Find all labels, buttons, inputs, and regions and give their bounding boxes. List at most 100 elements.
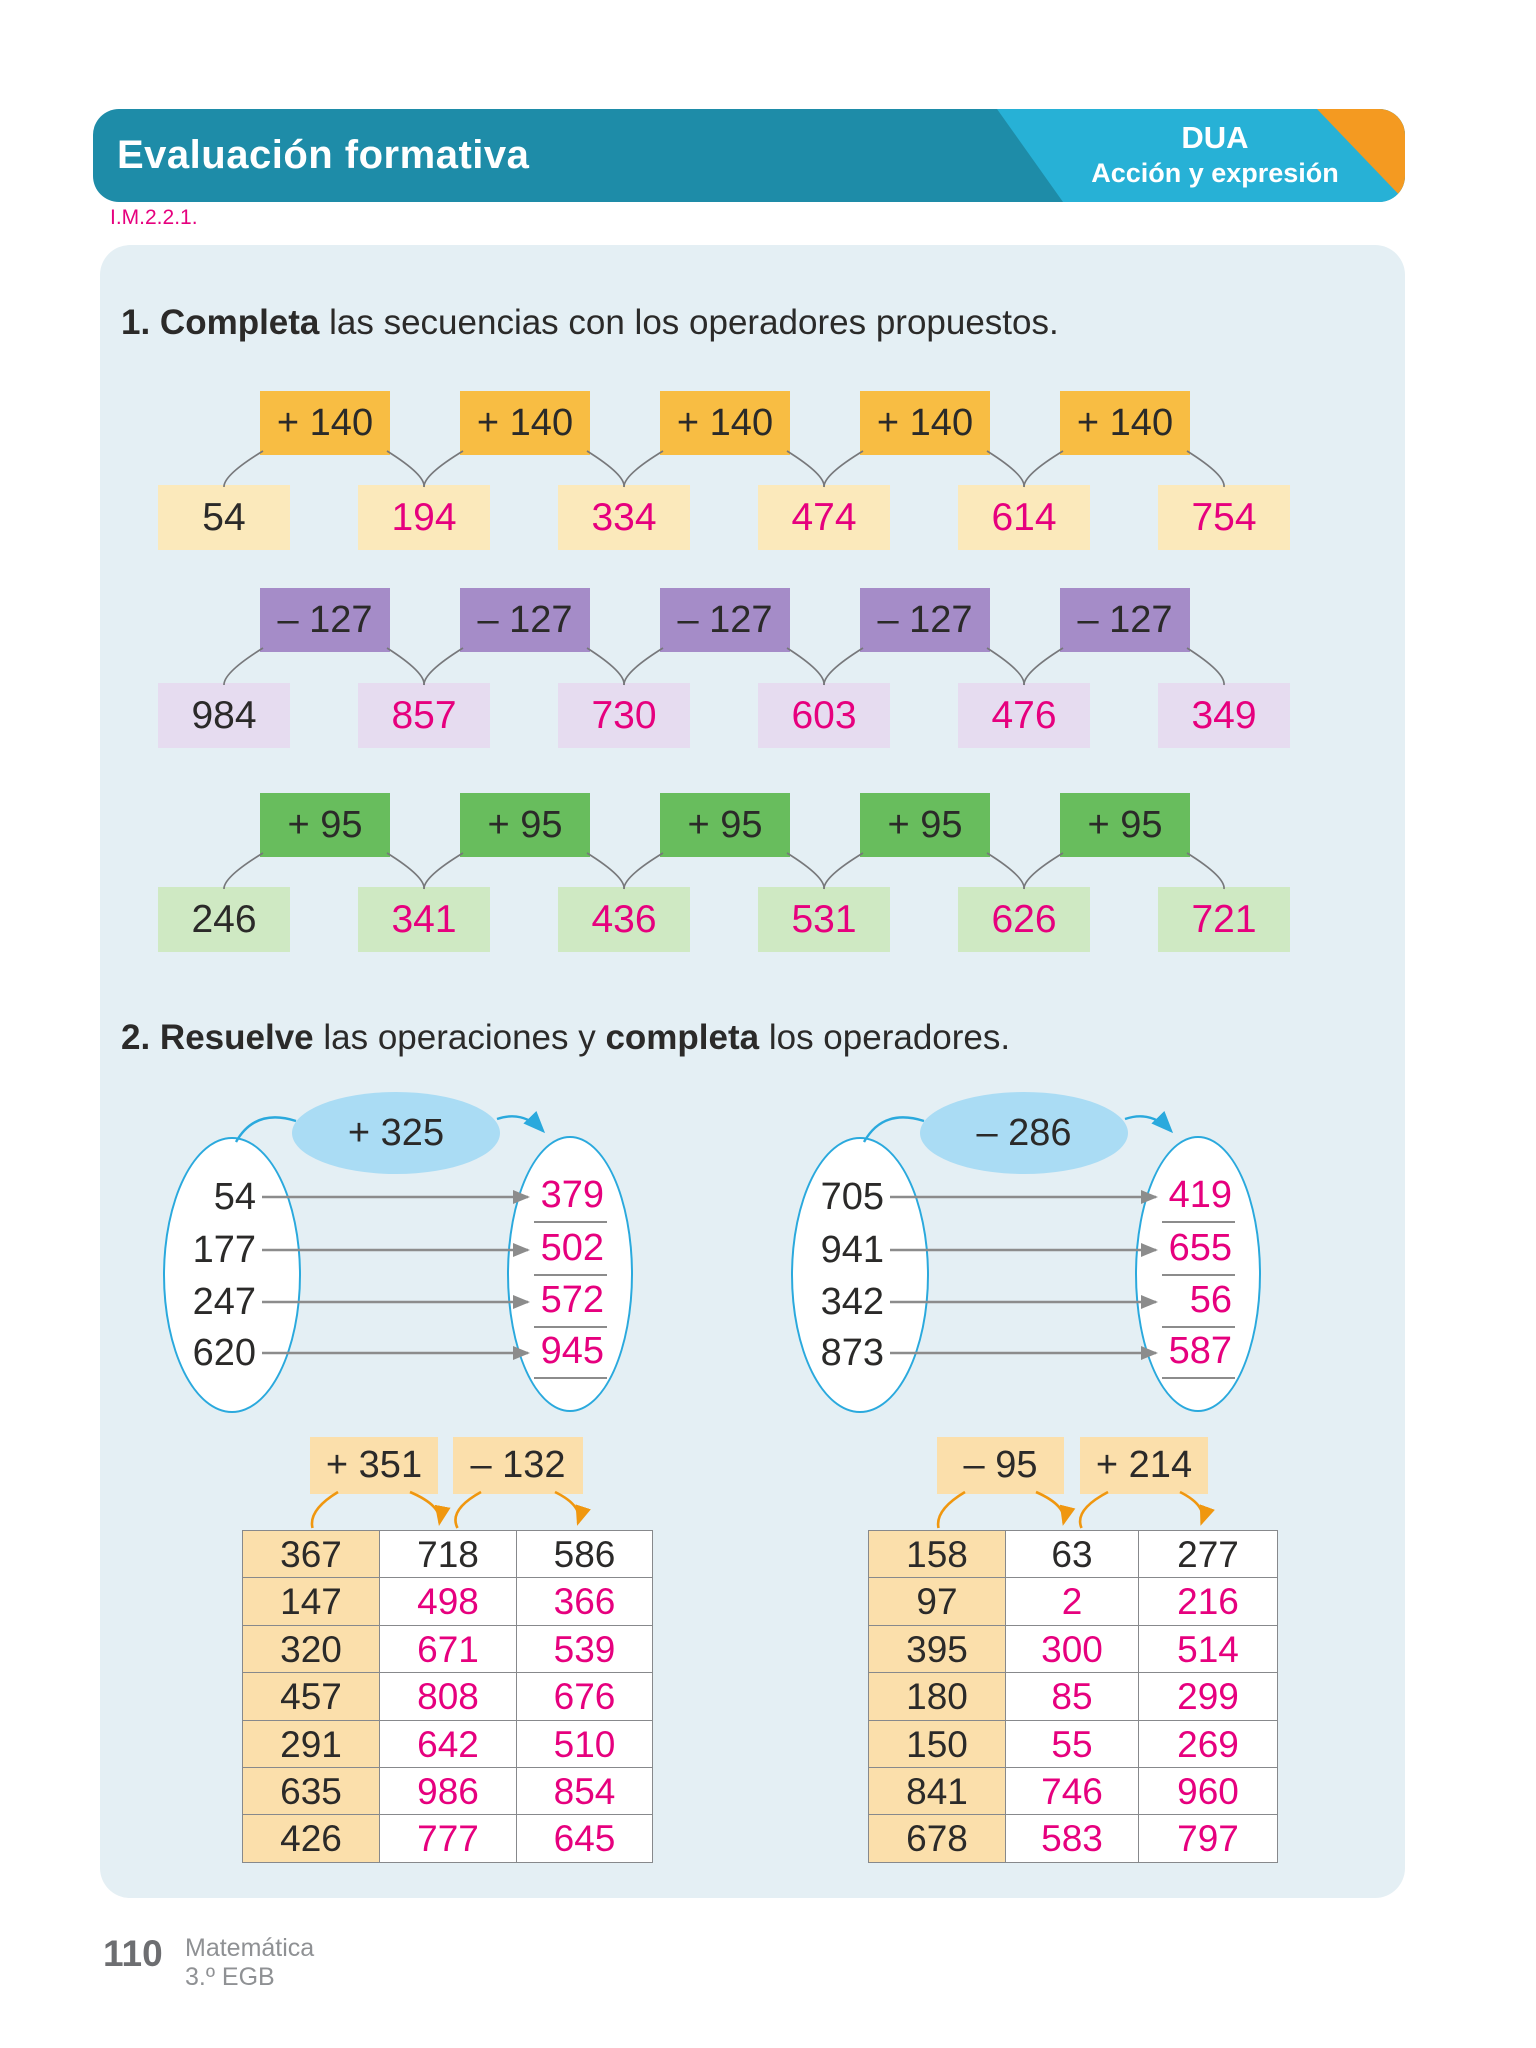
- table-answer-cell[interactable]: 797: [1138, 1814, 1278, 1863]
- operator-box: + 140: [860, 391, 990, 455]
- table-answer-cell[interactable]: 269: [1138, 1719, 1278, 1768]
- table-source-cell: 457: [242, 1672, 380, 1721]
- mapping-answer-field[interactable]: 945: [534, 1327, 607, 1379]
- mapping-input-value: 873: [820, 1332, 884, 1374]
- operator-box: + 95: [660, 793, 790, 857]
- sequence-start-box: 54: [158, 485, 290, 550]
- sequence-answer-box[interactable]: 341: [358, 887, 490, 952]
- mapping-input-value: 177: [192, 1229, 256, 1271]
- sequence-start-box: 246: [158, 887, 290, 952]
- table-source-cell: 320: [242, 1624, 380, 1674]
- footer-subject-line: Matemática: [185, 1934, 315, 1962]
- sequence-answer-box[interactable]: 194: [358, 485, 490, 550]
- header-banner: Evaluación formativa DUA Acción y expres…: [93, 109, 1405, 202]
- mapping-input-value: 941: [820, 1229, 884, 1271]
- table-source-cell: 678: [868, 1814, 1006, 1863]
- table-answer-cell[interactable]: 808: [379, 1672, 517, 1721]
- mapping-answer-field[interactable]: 56: [1162, 1276, 1235, 1328]
- table-source-cell: 97: [868, 1577, 1006, 1626]
- table-source-cell: 367: [242, 1530, 380, 1579]
- table-source-cell: 158: [868, 1530, 1006, 1579]
- curriculum-code: I.M.2.2.1.: [110, 206, 198, 229]
- sequence-answer-box[interactable]: 436: [558, 887, 690, 952]
- sequence-answer-box[interactable]: 474: [758, 485, 890, 550]
- operator-box: + 140: [460, 391, 590, 455]
- table-source-cell: 150: [868, 1719, 1006, 1768]
- table-answer-cell[interactable]: 216: [1138, 1577, 1278, 1626]
- table-operator-box: + 351: [310, 1437, 438, 1494]
- operator-box: – 127: [1060, 588, 1190, 652]
- table-answer-cell[interactable]: 498: [379, 1577, 517, 1626]
- mapping-answer-field[interactable]: 572: [534, 1276, 607, 1328]
- table-answer-cell[interactable]: 299: [1138, 1672, 1278, 1721]
- operator-box: + 95: [460, 793, 590, 857]
- table-source-cell: 841: [868, 1767, 1006, 1816]
- table-answer-cell[interactable]: 514: [1138, 1624, 1278, 1674]
- table-answer-cell[interactable]: 2: [1005, 1577, 1139, 1626]
- table-answer-cell[interactable]: 300: [1005, 1624, 1139, 1674]
- table-answer-cell[interactable]: 960: [1138, 1767, 1278, 1816]
- operator-box: – 127: [460, 588, 590, 652]
- table-answer-cell[interactable]: 85: [1005, 1672, 1139, 1721]
- operator-box: + 95: [1060, 793, 1190, 857]
- mapping-input-oval: [791, 1137, 929, 1413]
- table-source-cell: 635: [242, 1767, 380, 1816]
- table-answer-cell[interactable]: 645: [516, 1814, 653, 1863]
- table-answer-cell[interactable]: 55: [1005, 1719, 1139, 1768]
- sequence-answer-box[interactable]: 730: [558, 683, 690, 748]
- mapping-input-value: 342: [820, 1281, 884, 1323]
- sequence-answer-box[interactable]: 614: [958, 485, 1090, 550]
- table-given-cell: 718: [379, 1530, 517, 1579]
- mapping-answer-field[interactable]: 379: [534, 1171, 607, 1223]
- table-source-cell: 147: [242, 1577, 380, 1626]
- footer-grade-line: 3.º EGB: [185, 1963, 275, 1991]
- exercise1-heading: 1. Completa las secuencias con los opera…: [121, 303, 1059, 342]
- sequence-answer-box[interactable]: 754: [1158, 485, 1290, 550]
- mapping-answer-field[interactable]: 587: [1162, 1327, 1235, 1379]
- table-operator-box: – 95: [937, 1437, 1064, 1494]
- mapping-input-value: 54: [213, 1176, 256, 1218]
- sequence-answer-box[interactable]: 349: [1158, 683, 1290, 748]
- mapping-answer-field[interactable]: 502: [534, 1224, 607, 1276]
- table-answer-cell[interactable]: 642: [379, 1719, 517, 1768]
- mapping-answer-field[interactable]: 419: [1162, 1171, 1235, 1223]
- table-answer-cell[interactable]: 854: [516, 1767, 653, 1816]
- operator-box: + 95: [860, 793, 990, 857]
- table-answer-cell[interactable]: 777: [379, 1814, 517, 1863]
- table-given-cell: 277: [1138, 1530, 1278, 1579]
- table-answer-cell[interactable]: 671: [379, 1624, 517, 1674]
- table-answer-cell[interactable]: 583: [1005, 1814, 1139, 1863]
- table-answer-cell[interactable]: 676: [516, 1672, 653, 1721]
- table-given-cell: 63: [1005, 1530, 1139, 1579]
- mapping-input-oval: [163, 1137, 301, 1413]
- mapping-answer-field[interactable]: 655: [1162, 1224, 1235, 1276]
- sequence-answer-box[interactable]: 603: [758, 683, 890, 748]
- table-answer-cell[interactable]: 510: [516, 1719, 653, 1768]
- operator-box: + 140: [260, 391, 390, 455]
- sequence-answer-box[interactable]: 334: [558, 485, 690, 550]
- mapping-operator-ellipse: + 325: [292, 1092, 500, 1174]
- table-given-cell: 586: [516, 1530, 653, 1579]
- sequence-answer-box[interactable]: 721: [1158, 887, 1290, 952]
- table-answer-cell[interactable]: 746: [1005, 1767, 1139, 1816]
- table-source-cell: 395: [868, 1624, 1006, 1674]
- operator-box: – 127: [860, 588, 990, 652]
- table-answer-cell[interactable]: 986: [379, 1767, 517, 1816]
- exercise2-heading: 2. Resuelve las operaciones y completa l…: [121, 1018, 1011, 1057]
- dua-badge-subtitle: Acción y expresión: [1091, 158, 1339, 188]
- operator-box: – 127: [260, 588, 390, 652]
- page-number: 110: [103, 1933, 163, 1974]
- table-answer-cell[interactable]: 539: [516, 1624, 653, 1674]
- footer-subject: Matemática 3.º EGB: [185, 1934, 314, 1992]
- page-title: Evaluación formativa: [117, 133, 530, 177]
- dua-badge-title: DUA: [1181, 120, 1249, 155]
- sequence-answer-box[interactable]: 626: [958, 887, 1090, 952]
- sequence-answer-box[interactable]: 857: [358, 683, 490, 748]
- table-answer-cell[interactable]: 366: [516, 1577, 653, 1626]
- table-operator-box: – 132: [453, 1437, 583, 1494]
- table-source-cell: 180: [868, 1672, 1006, 1721]
- sequence-answer-box[interactable]: 531: [758, 887, 890, 952]
- sequence-answer-box[interactable]: 476: [958, 683, 1090, 748]
- mapping-input-value: 247: [192, 1281, 256, 1323]
